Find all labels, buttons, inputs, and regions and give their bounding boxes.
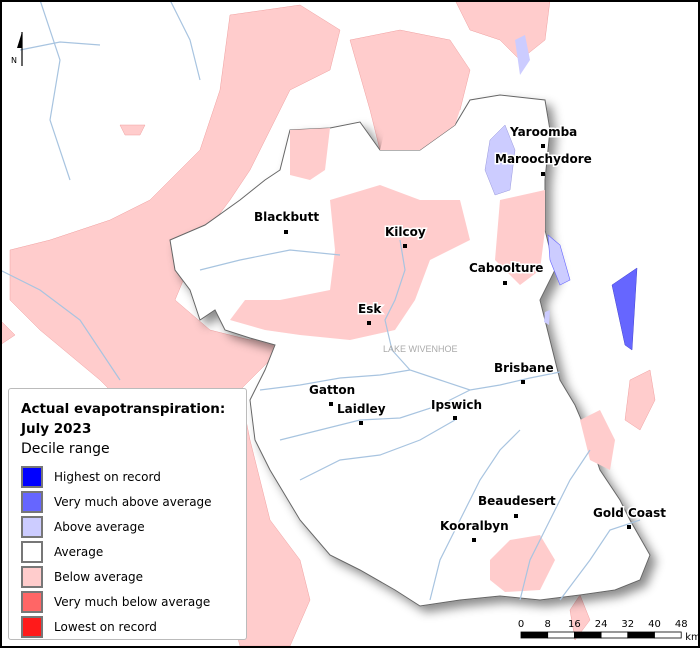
above-average-area (515, 35, 530, 75)
legend-label: Lowest on record (54, 619, 157, 634)
legend-label: Above average (54, 519, 145, 534)
legend-swatch (21, 490, 43, 513)
town-label: Laidley (337, 402, 386, 416)
town-marker (329, 402, 333, 406)
scale-tick-label: 48 (675, 619, 688, 630)
legend-label: Highest on record (54, 469, 161, 484)
legend-label: Very much above average (54, 494, 212, 509)
town-label: Gatton (309, 383, 355, 397)
legend-item: Average (21, 539, 246, 564)
town-marker (284, 230, 288, 234)
legend-subtitle: Decile range (21, 441, 110, 457)
legend-swatch (21, 590, 43, 613)
above-average-area (484, 124, 516, 196)
legend-label: Below average (54, 569, 144, 584)
town-marker (403, 244, 407, 248)
lake-label: LAKE WIVENHOE (383, 344, 458, 354)
scale-tick-label: 16 (568, 619, 581, 630)
town-marker (453, 416, 457, 420)
town-label: Ipswich (431, 398, 482, 412)
very-much-above-average-area (611, 267, 638, 351)
north-label: N (11, 56, 17, 65)
legend-title: Actual evapotranspiration: (21, 401, 226, 417)
legend-swatch (21, 465, 43, 488)
legend-swatch (21, 540, 43, 563)
scale-tick-label: 8 (545, 619, 551, 630)
town-marker (359, 421, 363, 425)
legend-swatch (21, 615, 43, 638)
town-marker (503, 281, 507, 285)
scale-segment (654, 631, 682, 639)
town-marker (367, 321, 371, 325)
legend-swatch (21, 515, 43, 538)
below-average-areas-region (230, 100, 615, 592)
towns-layer: Yaroomba Maroochydore Blackbutt Kilcoy Caboo… (253, 124, 668, 542)
legend-swatch (21, 565, 43, 588)
legend-item: Lowest on record (21, 614, 246, 639)
above-average-area (544, 310, 550, 325)
north-arrow-icon: N (11, 32, 23, 66)
town-label: Beaudesert (478, 494, 556, 508)
town-label: Blackbutt (254, 210, 319, 224)
town-marker (521, 380, 525, 384)
legend-label: Average (54, 544, 104, 559)
town-label: Yaroomba (509, 125, 577, 139)
scale-unit: km (685, 632, 700, 643)
legend-item: Very much below average (21, 589, 246, 614)
town-marker (541, 172, 545, 176)
town-marker (541, 144, 545, 148)
town-label: Kilcoy (385, 225, 426, 239)
scale-segment (547, 631, 575, 639)
scale-tick-label: 0 (518, 619, 524, 630)
town-label: Brisbane (494, 361, 554, 375)
rivers (0, 0, 641, 601)
legend-label: Very much below average (54, 594, 211, 609)
legend-item: Below average (21, 564, 246, 589)
town-marker (472, 538, 476, 542)
above-average-area (547, 234, 571, 286)
scale-bar: 0 8 16 24 32 40 48 km (518, 619, 700, 643)
scale-segment (520, 631, 549, 639)
town-marker (514, 514, 518, 518)
scale-tick-label: 40 (648, 619, 661, 630)
scale-segment (574, 631, 602, 639)
town-label: Kooralbyn (440, 519, 509, 533)
scale-segment (627, 631, 655, 639)
scale-segment (600, 631, 629, 639)
legend: Actual evapotranspiration: July 2023 Dec… (8, 388, 247, 640)
legend-title-date: July 2023 (21, 421, 92, 437)
legend-item: Above average (21, 514, 246, 539)
town-label: Gold Coast (593, 506, 666, 520)
legend-item: Very much above average (21, 489, 246, 514)
town-marker (627, 525, 631, 529)
scale-tick-label: 32 (621, 619, 634, 630)
town-label: Esk (358, 302, 382, 316)
scale-tick-label: 24 (595, 619, 608, 630)
town-label: Caboolture (469, 261, 543, 275)
town-label: Maroochydore (495, 152, 592, 166)
legend-item: Highest on record (21, 464, 246, 489)
